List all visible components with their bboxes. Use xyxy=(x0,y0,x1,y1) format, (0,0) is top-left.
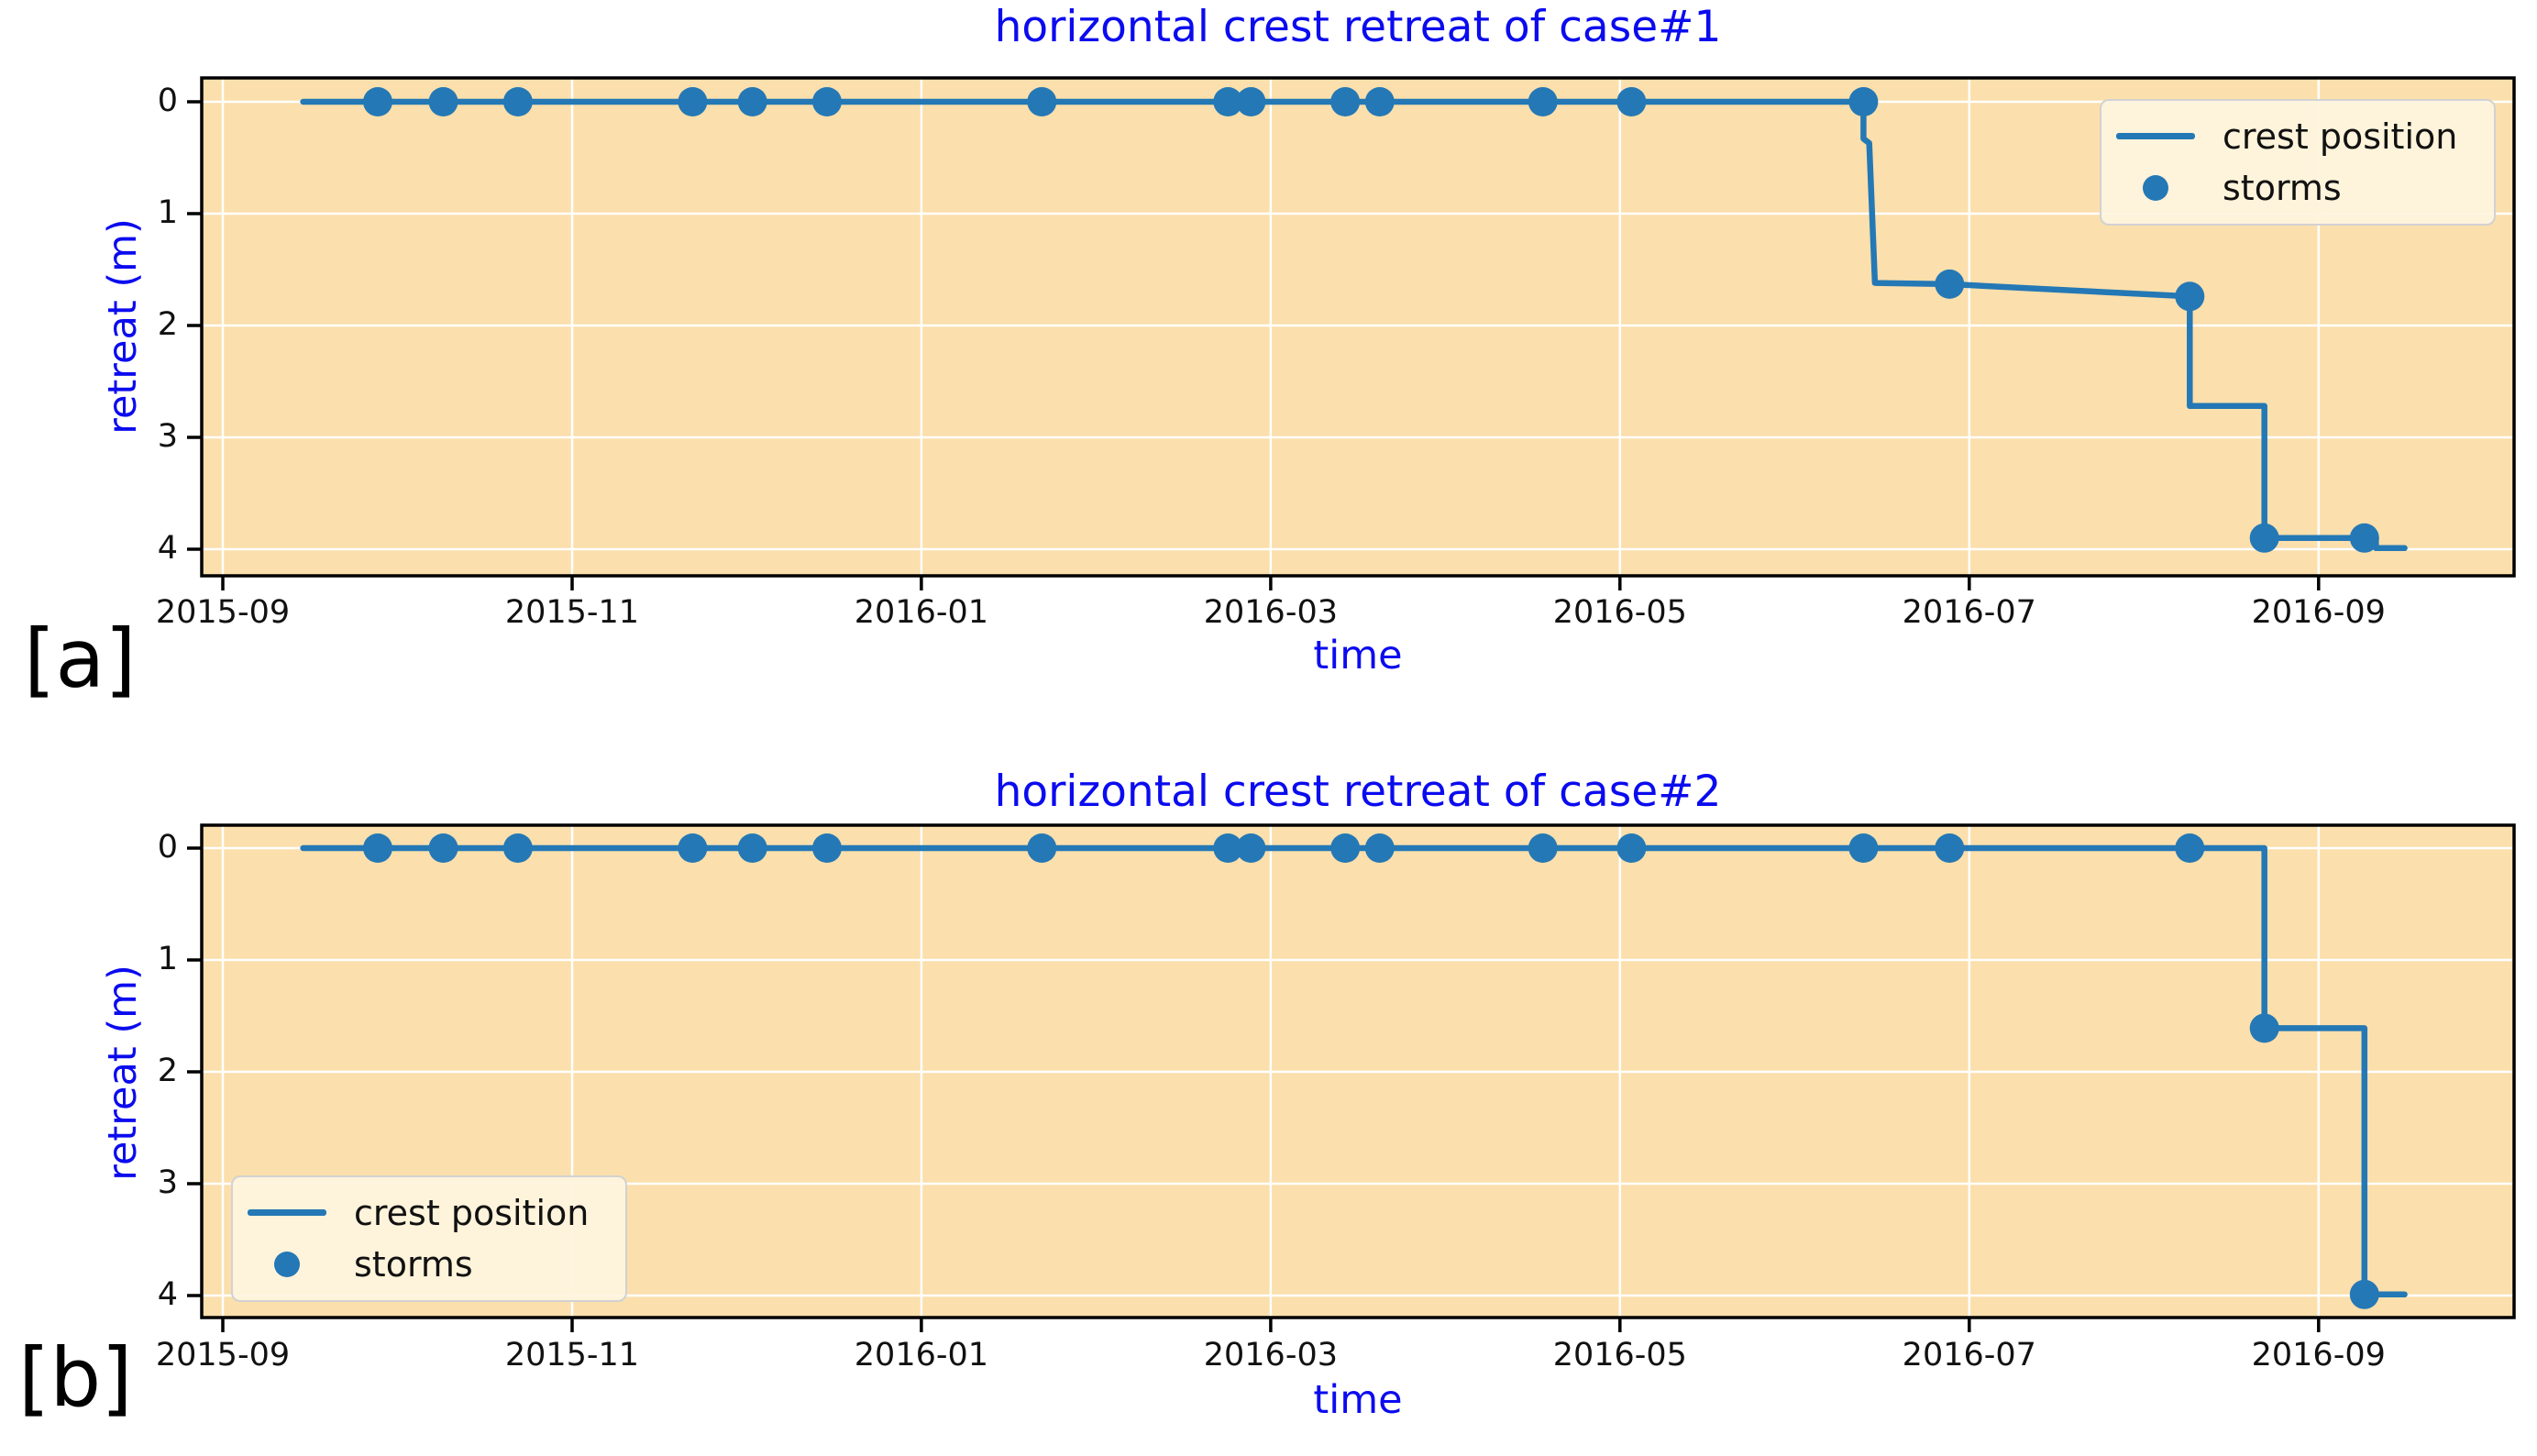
x-tick-label: 2015-09 xyxy=(155,1337,291,1373)
x-tick-label: 2015-09 xyxy=(155,594,291,631)
legend-row-crest: crest position xyxy=(233,1193,625,1233)
x-tick-label: 2016-07 xyxy=(1902,1337,2036,1373)
x-tick-label: 2016-01 xyxy=(854,1337,989,1373)
y-tick-label: 3 xyxy=(157,1164,178,1201)
legend-line-swatch xyxy=(248,1209,326,1217)
x-tick-label: 2016-09 xyxy=(2251,594,2386,631)
legend-storms-label: storms xyxy=(354,1244,473,1285)
legend-line-swatch xyxy=(2116,133,2195,140)
panel-a-title: horizontal crest retreat of case#1 xyxy=(994,2,1722,52)
panel-b-title: horizontal crest retreat of case#2 xyxy=(994,767,1722,817)
legend-row-storms: storms xyxy=(233,1244,625,1285)
legend-dot-swatch xyxy=(248,1252,326,1278)
y-tick-label: 2 xyxy=(157,306,178,343)
x-tick-label: 2015-11 xyxy=(504,594,640,631)
panel-b-corner-label: [b] xyxy=(18,1330,133,1425)
y-tick-label: 3 xyxy=(157,418,178,455)
x-tick-label: 2016-07 xyxy=(1902,594,2036,631)
panel-b-xaxis-label: time xyxy=(1313,1377,1403,1423)
x-tick-label: 2016-03 xyxy=(1203,594,1338,631)
legend-crest-label: crest position xyxy=(354,1192,590,1233)
x-tick-label: 2016-09 xyxy=(2251,1337,2386,1373)
legend-row-crest: crest position xyxy=(2101,116,2494,157)
x-tick-label: 2016-01 xyxy=(854,594,989,631)
y-tick-label: 1 xyxy=(157,194,178,231)
x-tick-label: 2016-03 xyxy=(1203,1337,1338,1373)
legend-storms-label: storms xyxy=(2223,168,2342,209)
x-tick-label: 2016-05 xyxy=(1552,594,1687,631)
dot-sample-icon xyxy=(274,1252,300,1278)
y-tick-label: 1 xyxy=(157,941,178,977)
panel-a-xaxis-label: time xyxy=(1313,633,1403,678)
panel-a-legend: crest position storms xyxy=(2100,99,2496,226)
line-sample-icon xyxy=(2116,133,2195,140)
legend-crest-label: crest position xyxy=(2223,116,2458,157)
line-sample-icon xyxy=(248,1209,326,1217)
legend-dot-swatch xyxy=(2116,175,2195,202)
legend-row-storms: storms xyxy=(2101,168,2494,208)
y-tick-label: 4 xyxy=(157,530,178,567)
dot-sample-icon xyxy=(2143,175,2168,202)
y-tick-label: 4 xyxy=(157,1276,178,1313)
y-tick-label: 2 xyxy=(157,1053,178,1089)
x-tick-label: 2016-05 xyxy=(1552,1337,1687,1373)
y-tick-label: 0 xyxy=(157,83,178,119)
panel-a-corner-label: [a] xyxy=(24,612,137,706)
panel-b-legend: crest position storms xyxy=(231,1175,627,1302)
x-tick-label: 2015-11 xyxy=(504,1337,640,1373)
y-tick-label: 0 xyxy=(157,829,178,866)
